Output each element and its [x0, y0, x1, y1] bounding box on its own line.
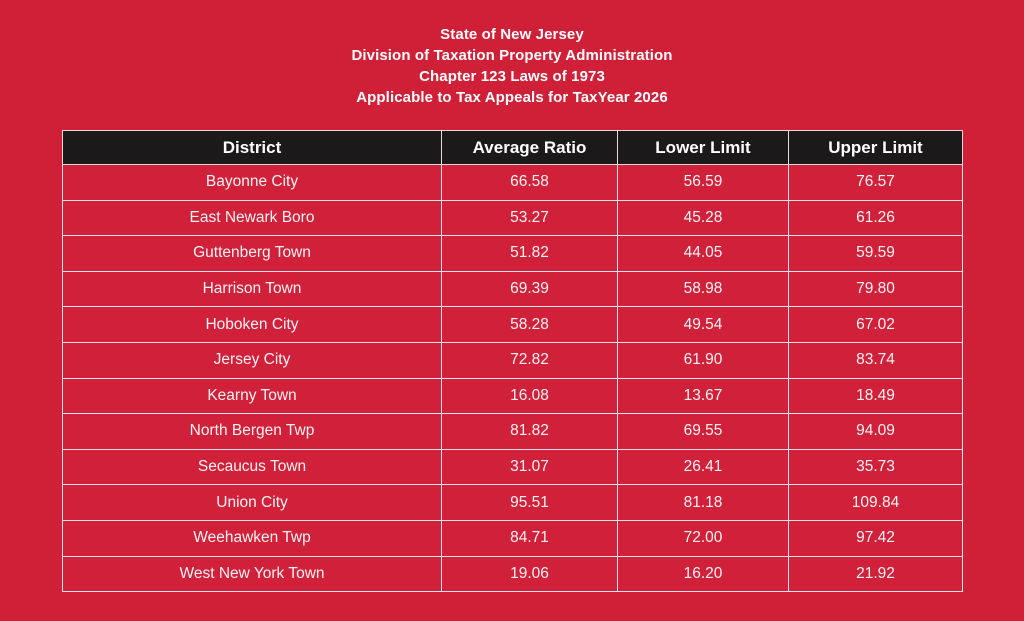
table-row: Weehawken Twp 84.71 72.00 97.42 [62, 519, 963, 557]
lower-limit-cell: 45.28 [617, 199, 789, 237]
upper-limit-cell: 97.42 [788, 519, 963, 557]
average-ratio-cell: 69.39 [441, 270, 618, 308]
average-ratio-cell: 95.51 [441, 484, 618, 521]
district-cell: Bayonne City [62, 164, 442, 201]
upper-limit-cell: 21.92 [788, 555, 963, 593]
table-row: Union City 95.51 81.18 109.84 [62, 484, 963, 521]
ratio-table: District Average Ratio Lower Limit Upper Li… [62, 130, 963, 593]
column-header-district: District [62, 130, 442, 165]
column-header-average-ratio: Average Ratio [441, 130, 618, 165]
district-cell: East Newark Boro [62, 199, 442, 237]
average-ratio-cell: 16.08 [441, 377, 618, 415]
lower-limit-cell: 26.41 [617, 448, 789, 486]
table-row: North Bergen Twp 81.82 69.55 94.09 [62, 413, 963, 450]
average-ratio-cell: 53.27 [441, 199, 618, 237]
district-cell: North Bergen Twp [62, 413, 442, 450]
average-ratio-cell: 58.28 [441, 306, 618, 343]
average-ratio-cell: 81.82 [441, 413, 618, 450]
upper-limit-cell: 76.57 [788, 164, 963, 201]
table-row: Bayonne City 66.58 56.59 76.57 [62, 164, 963, 201]
title-line-1: State of New Jersey [440, 26, 584, 43]
upper-limit-cell: 109.84 [788, 484, 963, 521]
upper-limit-cell: 35.73 [788, 448, 963, 486]
district-cell: Kearny Town [62, 377, 442, 415]
lower-limit-cell: 49.54 [617, 306, 789, 343]
average-ratio-cell: 19.06 [441, 555, 618, 593]
upper-limit-cell: 67.02 [788, 306, 963, 343]
upper-limit-cell: 94.09 [788, 413, 963, 450]
district-cell: Secaucus Town [62, 448, 442, 486]
table-row: Secaucus Town 31.07 26.41 35.73 [62, 448, 963, 486]
table-row: West New York Town 19.06 16.20 21.92 [62, 555, 963, 593]
title-line-3: Chapter 123 Laws of 1973 [419, 68, 605, 85]
table-row: East Newark Boro 53.27 45.28 61.26 [62, 199, 963, 237]
average-ratio-cell: 51.82 [441, 235, 618, 272]
upper-limit-cell: 79.80 [788, 270, 963, 308]
average-ratio-cell: 72.82 [441, 341, 618, 379]
upper-limit-cell: 61.26 [788, 199, 963, 237]
district-cell: Guttenberg Town [62, 235, 442, 272]
title-line-4: Applicable to Tax Appeals for TaxYear 20… [356, 89, 668, 106]
table-row: Kearny Town 16.08 13.67 18.49 [62, 377, 963, 415]
page-title: State of New Jersey Division of Taxation… [0, 0, 1024, 108]
table-body: Bayonne City 66.58 56.59 76.57 East Newark B… [62, 164, 963, 593]
district-cell: Union City [62, 484, 442, 521]
average-ratio-cell: 31.07 [441, 448, 618, 486]
lower-limit-cell: 56.59 [617, 164, 789, 201]
upper-limit-cell: 83.74 [788, 341, 963, 379]
lower-limit-cell: 61.90 [617, 341, 789, 379]
lower-limit-cell: 72.00 [617, 519, 789, 557]
lower-limit-cell: 13.67 [617, 377, 789, 415]
column-header-lower-limit: Lower Limit [617, 130, 789, 165]
table-header-row: District Average Ratio Lower Limit Upper Li… [62, 130, 963, 165]
average-ratio-cell: 66.58 [441, 164, 618, 201]
district-cell: Harrison Town [62, 270, 442, 308]
table-row: Guttenberg Town 51.82 44.05 59.59 [62, 235, 963, 272]
upper-limit-cell: 59.59 [788, 235, 963, 272]
title-line-2: Division of Taxation Property Administra… [351, 47, 673, 64]
lower-limit-cell: 69.55 [617, 413, 789, 450]
column-header-upper-limit: Upper Limit [788, 130, 963, 165]
table-row: Harrison Town 69.39 58.98 79.80 [62, 270, 963, 308]
district-cell: Jersey City [62, 341, 442, 379]
district-cell: West New York Town [62, 555, 442, 593]
district-cell: Hoboken City [62, 306, 442, 343]
upper-limit-cell: 18.49 [788, 377, 963, 415]
lower-limit-cell: 58.98 [617, 270, 789, 308]
average-ratio-cell: 84.71 [441, 519, 618, 557]
lower-limit-cell: 81.18 [617, 484, 789, 521]
table-row: Hoboken City 58.28 49.54 67.02 [62, 306, 963, 343]
table-row: Jersey City 72.82 61.90 83.74 [62, 341, 963, 379]
district-cell: Weehawken Twp [62, 519, 442, 557]
lower-limit-cell: 44.05 [617, 235, 789, 272]
lower-limit-cell: 16.20 [617, 555, 789, 593]
